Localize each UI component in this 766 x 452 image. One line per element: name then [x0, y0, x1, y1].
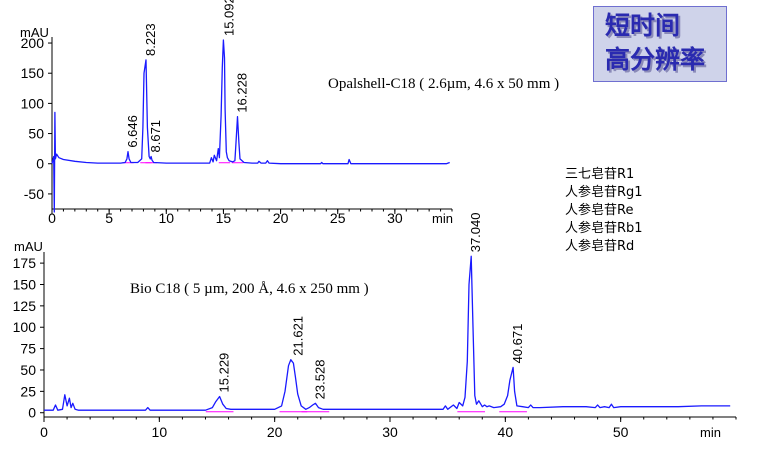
- peak-label: 40.671: [510, 324, 525, 364]
- x-tick-label: 15: [216, 210, 232, 226]
- x-axis-label: min: [700, 425, 721, 440]
- peak-label: 21.621: [290, 316, 305, 356]
- y-tick-label: 75: [20, 341, 36, 357]
- y-axis-label: mAU: [20, 25, 49, 40]
- peak-label: 16.228: [234, 73, 249, 113]
- y-tick-label: 50: [20, 362, 36, 378]
- badge-line-2: 高分辨率: [605, 45, 706, 74]
- peak-label: 37.040: [468, 213, 483, 253]
- x-tick-label: 0: [48, 210, 56, 226]
- peak-label: 8.671: [148, 120, 163, 153]
- x-tick-label: 30: [387, 210, 403, 226]
- legend-entry: 三七皂苷R1: [565, 167, 635, 182]
- x-tick-label: 20: [273, 210, 289, 226]
- chromatogram-trace: [44, 255, 731, 411]
- legend-entry: 人参皂苷Re: [565, 203, 634, 218]
- x-axis-label: min: [432, 211, 453, 226]
- y-tick-label: -50: [24, 186, 44, 202]
- y-tick-label: 150: [21, 65, 45, 81]
- compound-legend: 三七皂苷R1 人参皂苷Rg1 人参皂苷Re 人参皂苷Rb1 人参皂苷Rd: [565, 166, 643, 256]
- peak-label: 8.223: [143, 23, 158, 56]
- panel-title: Bio C18 ( 5 µm, 200 Å, 4.6 x 250 mm ): [130, 281, 369, 297]
- y-tick-label: 175: [13, 255, 37, 271]
- badge-line-1: 短时间: [605, 11, 681, 40]
- y-tick-label: 50: [28, 126, 44, 142]
- x-tick-label: 10: [152, 424, 168, 440]
- x-tick-label: 50: [613, 424, 629, 440]
- highlight-badge: 短时间 高分辨率: [593, 6, 727, 82]
- legend-entry: 人参皂苷Rd: [565, 239, 635, 254]
- peak-label: 6.646: [125, 115, 140, 148]
- x-tick-label: 30: [382, 424, 398, 440]
- peak-label: 23.528: [312, 360, 327, 400]
- y-tick-label: 200: [21, 35, 45, 51]
- peak-label: 15.092: [221, 0, 236, 36]
- x-tick-label: 20: [267, 424, 283, 440]
- y-tick-label: 100: [21, 95, 45, 111]
- y-tick-label: 0: [28, 405, 36, 421]
- y-tick-label: 25: [20, 383, 36, 399]
- chromatogram-trace: [51, 39, 450, 213]
- x-tick-label: 0: [40, 424, 48, 440]
- peak-label: 15.229: [217, 353, 232, 393]
- x-tick-label: 25: [330, 210, 346, 226]
- x-tick-label: 10: [158, 210, 174, 226]
- legend-entry: 人参皂苷Rg1: [565, 185, 643, 200]
- y-tick-label: 100: [13, 319, 37, 335]
- y-axis-label: mAU: [14, 239, 43, 254]
- y-tick-label: 125: [13, 298, 37, 314]
- x-tick-label: 40: [498, 424, 514, 440]
- legend-entry: 人参皂苷Rb1: [565, 221, 643, 236]
- y-tick-label: 0: [36, 156, 44, 172]
- panel-title: Opalshell-C18 ( 2.6µm, 4.6 x 50 mm ): [328, 76, 559, 92]
- x-tick-label: 5: [105, 210, 113, 226]
- y-tick-label: 150: [13, 276, 37, 292]
